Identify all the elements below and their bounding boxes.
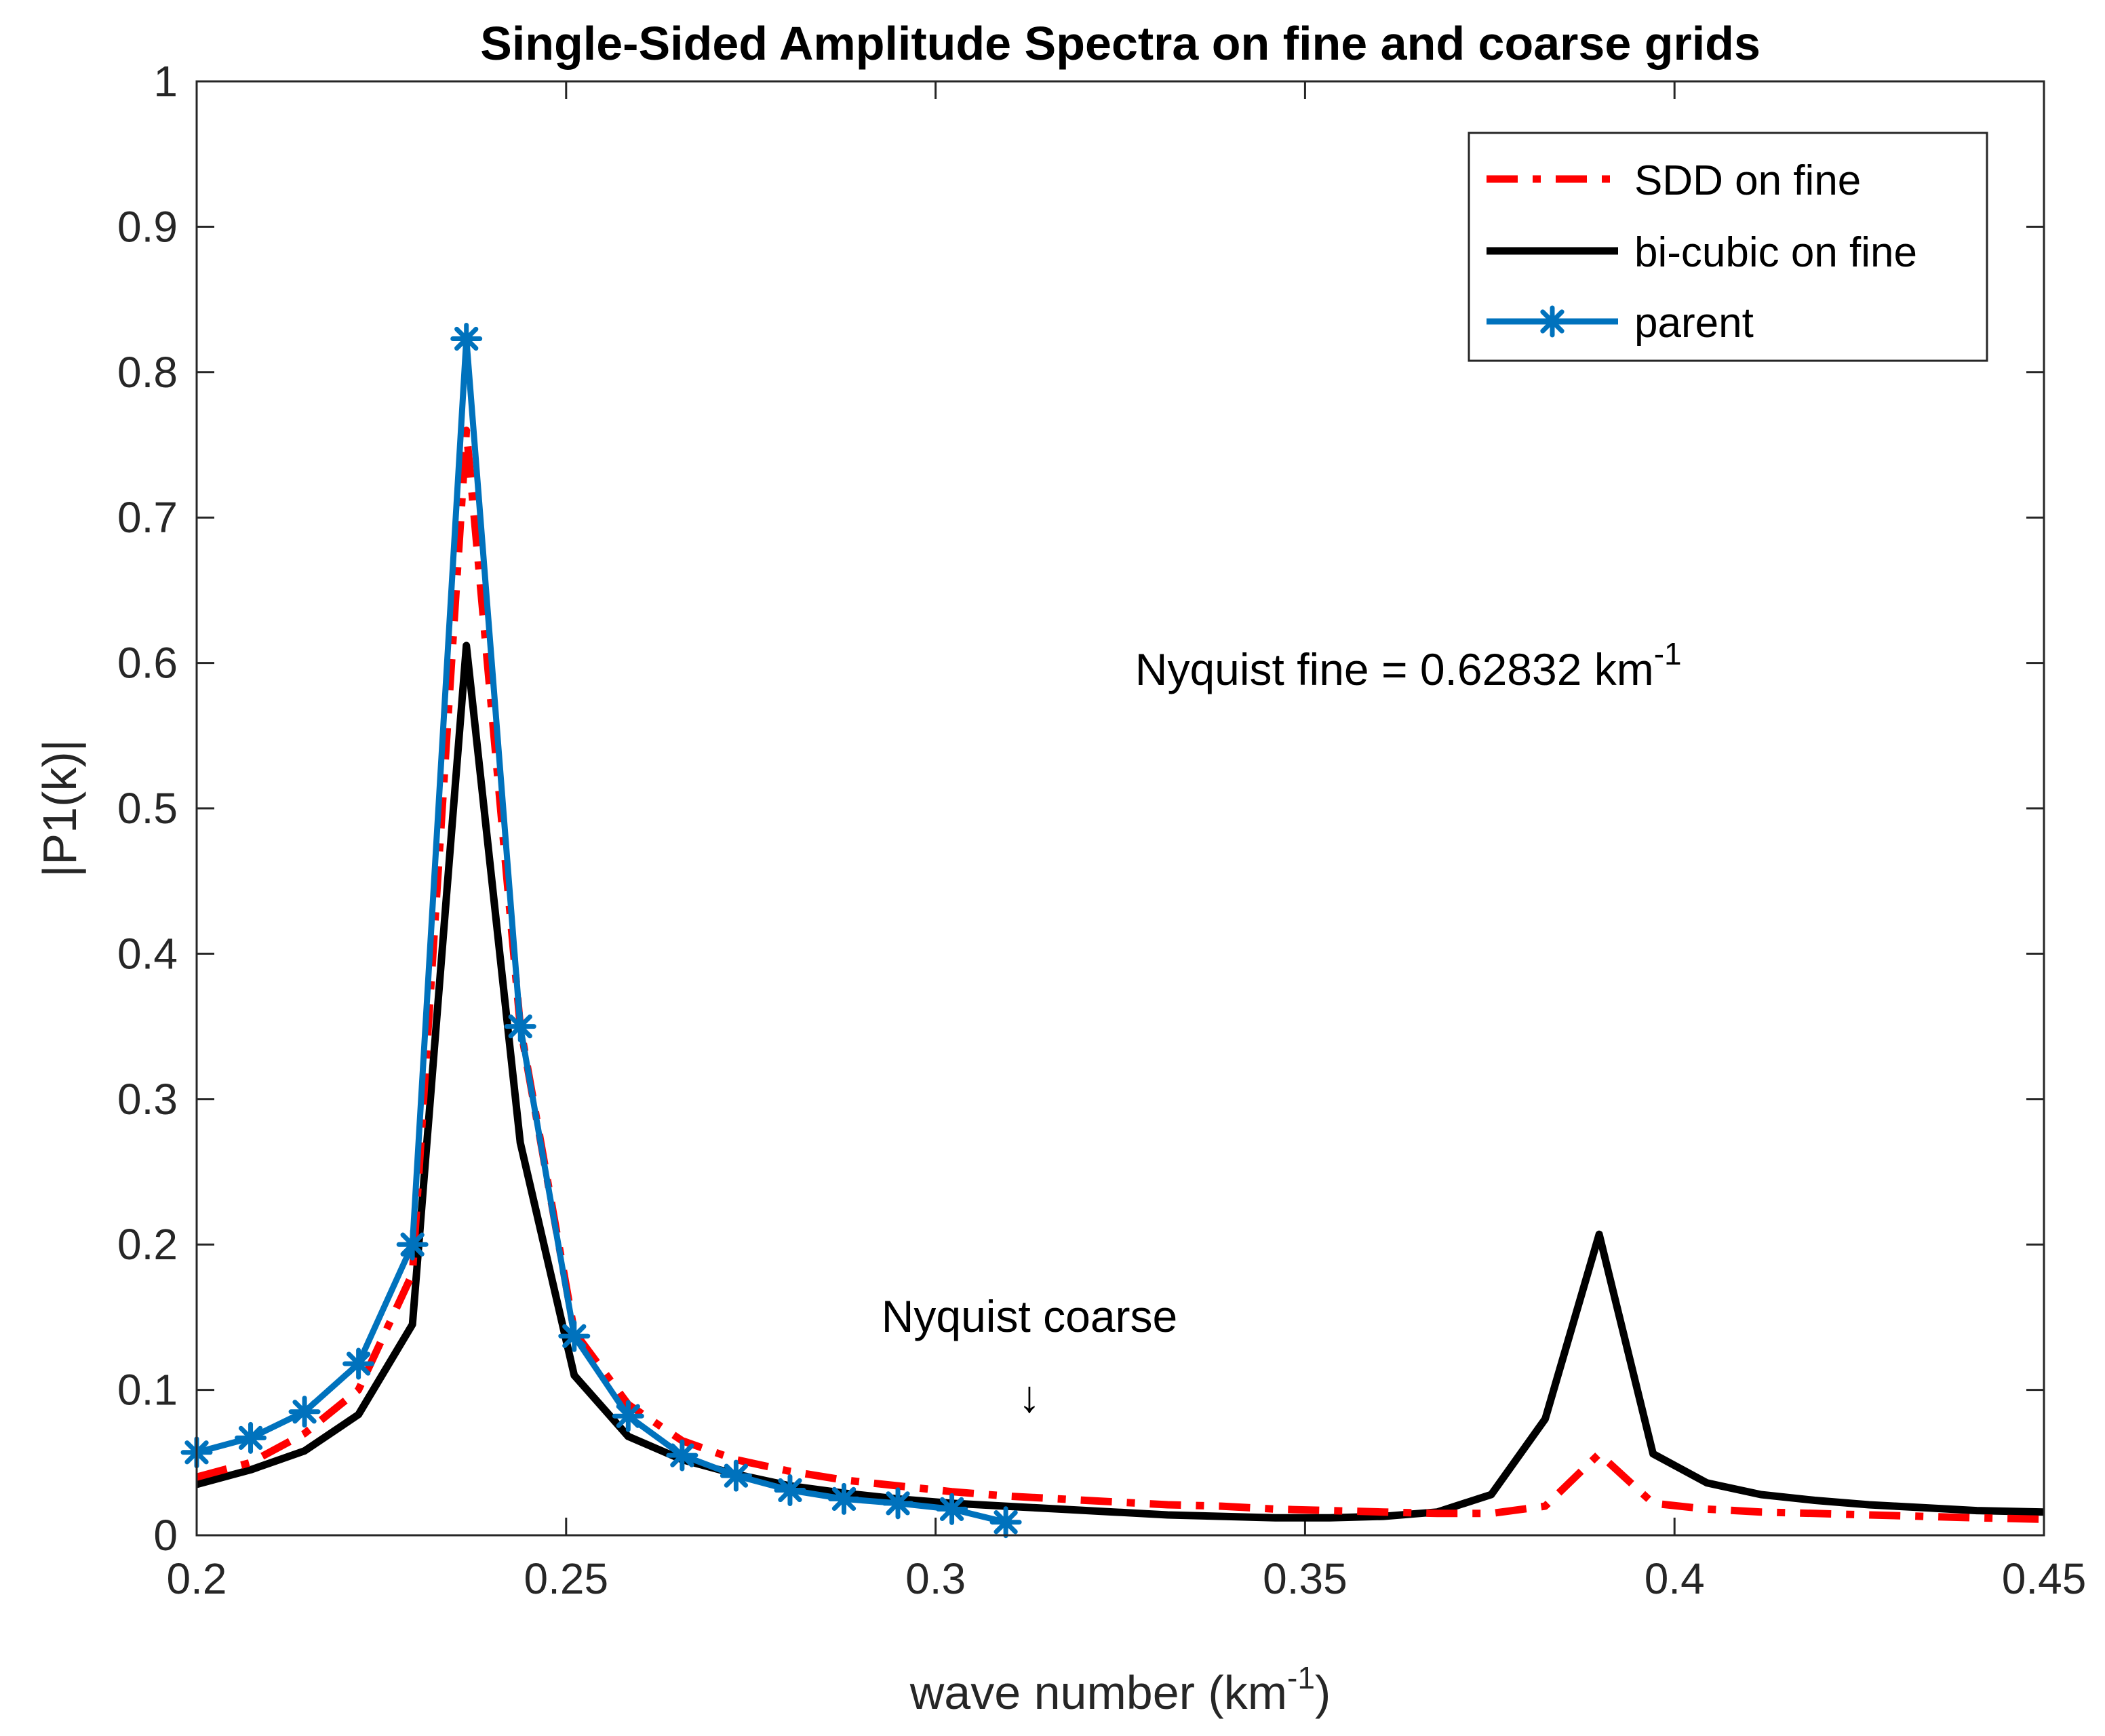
x-axis-label: wave number (km-1) (909, 1660, 1331, 1719)
y-tick-label: 0.1 (117, 1366, 178, 1415)
legend: SDD on fine bi-cubic on fine parent (1468, 132, 1988, 362)
annotation-nyquist-fine: Nyquist fine = 0.62832 km-1 (1135, 636, 1682, 694)
legend-marker-parent (1536, 305, 1569, 338)
x-axis-label-sup: -1 (1287, 1660, 1315, 1695)
legend-label-bicubic: bi-cubic on fine (1634, 229, 1917, 276)
series-point-parent (666, 1439, 699, 1472)
y-tick-label: 0.2 (117, 1220, 178, 1269)
legend-label-sdd: SDD on fine (1634, 157, 1861, 204)
series-point-parent (396, 1228, 429, 1261)
x-tick-label: 0.45 (2002, 1554, 2087, 1603)
series-point-parent (504, 1010, 536, 1043)
y-tick-label: 0.5 (117, 784, 178, 833)
y-tick-label: 0.9 (117, 202, 178, 251)
plot-frame (195, 80, 2045, 1537)
x-tick-label: 0.4 (1645, 1554, 1705, 1603)
series-point-parent (235, 1421, 267, 1454)
series-point-parent (342, 1347, 375, 1380)
chart-title: Single-Sided Amplitude Spectra on fine a… (480, 17, 1760, 70)
series-point-parent (774, 1474, 806, 1507)
x-tick-label: 0.2 (167, 1554, 227, 1603)
annotation-nyquist-fine-sup: -1 (1654, 636, 1682, 671)
legend-marker-asterisk (1536, 305, 1569, 338)
series-point-parent (450, 322, 483, 355)
y-axis-label: |P1(k)| (33, 739, 86, 877)
annotation-arrow: ↓ (1018, 1371, 1040, 1421)
y-tick-labels: 0 0.1 0.2 0.3 0.4 0.5 0.6 0.7 0.8 0.9 1 (117, 57, 178, 1560)
annotation-nyquist-coarse: Nyquist coarse (882, 1291, 1178, 1341)
series-point-parent (989, 1506, 1022, 1539)
series-point-parent (882, 1487, 914, 1520)
x-tick-label: 0.3 (905, 1554, 966, 1603)
y-tick-label: 0.3 (117, 1075, 178, 1124)
series-point-parent (827, 1482, 860, 1515)
annotation-nyquist-fine-text: Nyquist fine = 0.62832 km (1135, 644, 1654, 694)
series-point-parent (558, 1320, 591, 1352)
series-point-parent (936, 1493, 968, 1525)
y-tick-label: 0.7 (117, 493, 178, 542)
y-tick-label: 0 (153, 1511, 178, 1560)
x-axis-label-end: ) (1315, 1666, 1331, 1719)
y-tick-label: 0.6 (117, 639, 178, 688)
y-tick-label: 0.8 (117, 348, 178, 397)
x-axis-label-text: wave number (km (909, 1666, 1287, 1719)
x-tick-label: 0.35 (1263, 1554, 1347, 1603)
plot-series (180, 322, 2044, 1539)
series-line-parent (197, 336, 1007, 1526)
series-point-parent (288, 1396, 321, 1428)
x-tick-label: 0.25 (524, 1554, 609, 1603)
y-tick-label: 1 (153, 57, 178, 106)
series-point-parent (612, 1400, 644, 1432)
series-point-parent (720, 1459, 752, 1492)
y-tick-label: 0.4 (117, 929, 178, 978)
x-tick-labels: 0.2 0.25 0.3 0.35 0.4 0.45 (167, 1554, 2087, 1603)
series-line-bi-cubic-on-fine (197, 642, 2044, 1522)
legend-label-parent: parent (1634, 300, 1754, 347)
